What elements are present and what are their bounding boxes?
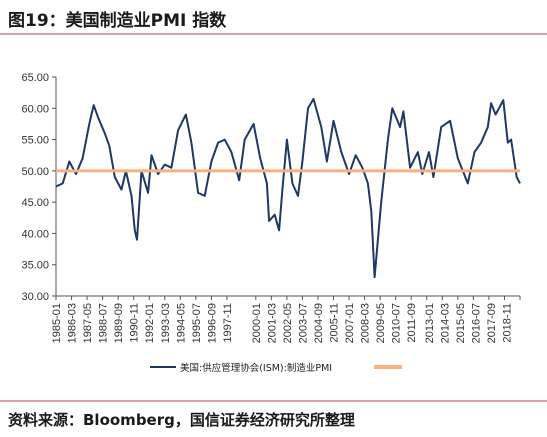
y-tick-label: 45.00: [21, 197, 49, 209]
x-tick-label: 2008-03: [360, 303, 372, 343]
x-tick-label: 2005-11: [329, 303, 341, 343]
x-tick-label: 2003-07: [297, 303, 309, 343]
x-tick-label: 2014-03: [440, 303, 452, 343]
x-tick-label: 2010-07: [391, 303, 403, 343]
x-tick-label: 1986-03: [67, 303, 79, 343]
source-rule: [0, 400, 547, 402]
y-tick-label: 35.00: [21, 260, 49, 272]
x-tick-label: 2004-09: [313, 303, 325, 343]
x-tick-label: 2011-09: [406, 303, 418, 343]
series-line-ism-pmi: [55, 97, 521, 279]
x-tick-label: 2017-09: [486, 303, 498, 343]
title-rule: [0, 33, 547, 35]
x-tick-label: 1996-09: [206, 303, 218, 343]
y-axis: 30.00 35.00 40.00 45.00 50.00 55.00 60.00 65.00: [21, 72, 57, 303]
figure-title: 图19：美国制造业PMI 指数: [8, 11, 227, 31]
x-tick-label: 1995-07: [191, 303, 203, 343]
x-tick-label: 1997-11: [222, 303, 234, 343]
y-tick-label: 60.00: [21, 103, 49, 115]
series-layer: [55, 97, 521, 279]
x-tick-label: 1988-07: [98, 303, 110, 343]
y-tick-label: 65.00: [21, 72, 49, 84]
y-tick-label: 40.00: [21, 228, 49, 240]
x-tick-label: 1992-01: [144, 303, 156, 343]
x-tick-label: 2016-07: [471, 303, 483, 343]
source-note: 资料来源：Bloomberg，国信证券经济研究所整理: [8, 411, 355, 429]
y-tick-label: 50.00: [21, 166, 49, 178]
x-tick-label: 1989-09: [113, 303, 125, 343]
x-tick-label: 2007-01: [344, 303, 356, 343]
x-tick-label: 2002-05: [282, 303, 294, 343]
x-tick-label: 1993-03: [160, 303, 172, 343]
x-axis: 1985-01 1986-03 1987-05 1988-07 1989-09 1990-…: [51, 295, 521, 343]
legend: 美国:供应管理协会(ISM):制造业PMI: [150, 362, 402, 374]
x-tick-label: 1985-01: [51, 303, 63, 343]
y-tick-label: 55.00: [21, 135, 49, 147]
x-tick-label: 1987-05: [82, 303, 94, 343]
x-tick-label: 1990-11: [129, 303, 141, 343]
pmi-line-chart: 30.00 35.00 40.00 45.00 50.00 55.00 60.00 65.00…: [21, 72, 521, 374]
x-tick-label: 2013-01: [424, 303, 436, 343]
x-tick-label: 2015-05: [455, 303, 467, 343]
legend-label-ism-pmi: 美国:供应管理协会(ISM):制造业PMI: [180, 362, 332, 374]
x-tick-label: 2001-03: [266, 303, 278, 343]
x-tick-label: 1994-05: [175, 303, 187, 343]
x-tick-label: 2009-05: [375, 303, 387, 343]
x-tick-label: 2018-11: [502, 303, 514, 343]
x-tick-label: 2000-01: [251, 303, 263, 343]
y-tick-label: 30.00: [21, 291, 49, 303]
